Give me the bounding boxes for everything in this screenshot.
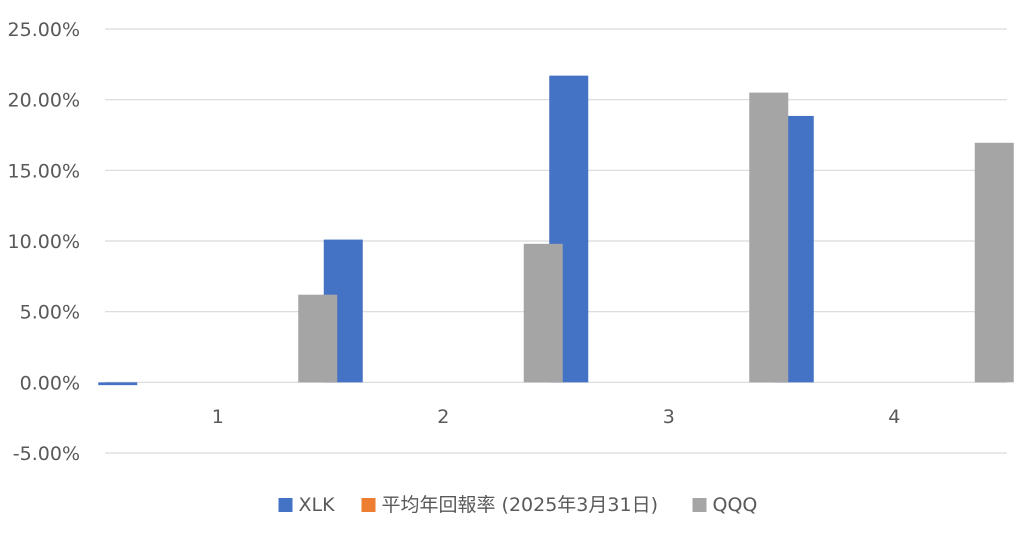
x-axis-ticks: 1 2 3 4 <box>212 406 901 428</box>
legend-label: 平均年回報率 (2025年3月31日) <box>382 494 658 516</box>
legend-swatch <box>692 498 707 512</box>
x-tick-label: 4 <box>888 406 900 428</box>
x-tick-label: 1 <box>212 406 224 428</box>
y-tick-label: 0.00% <box>20 372 80 394</box>
bar-qqq-4 <box>974 142 1014 383</box>
y-tick-label: 25.00% <box>8 19 80 41</box>
bar-qqq-2 <box>523 243 563 383</box>
y-tick-label: 5.00% <box>20 302 80 324</box>
bars <box>98 75 1014 386</box>
y-tick-label: -5.00% <box>13 443 80 465</box>
legend-label: XLK <box>299 494 336 516</box>
legend: XLK 平均年回報率 (2025年3月31日) QQQ <box>278 494 758 516</box>
y-tick-label: 20.00% <box>8 90 80 112</box>
legend-swatch <box>361 498 376 512</box>
legend-label: QQQ <box>713 494 758 516</box>
bar-qqq-3 <box>749 92 789 383</box>
y-tick-label: 15.00% <box>8 160 80 182</box>
x-tick-label: 2 <box>437 406 449 428</box>
x-tick-label: 3 <box>663 406 675 428</box>
bar-qqq-1 <box>298 294 338 383</box>
y-tick-label: 10.00% <box>8 231 80 253</box>
y-axis-ticks: -5.00% 0.00% 5.00% 10.00% 15.00% 20.00% 25.00% <box>8 19 80 465</box>
bar-xlk-1 <box>98 382 138 386</box>
legend-swatch <box>278 498 293 512</box>
